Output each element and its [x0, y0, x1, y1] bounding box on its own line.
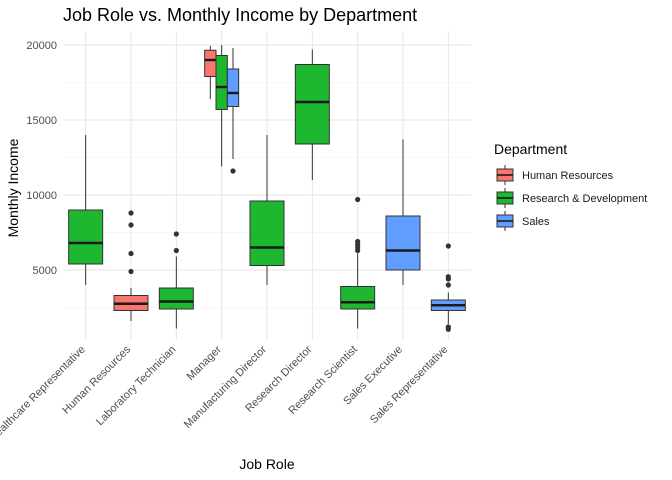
outlier-point — [445, 243, 451, 249]
box-sales-executive-sales — [385, 139, 421, 285]
outlier-point — [128, 222, 134, 228]
x-tick-label-manufacturing-director: Manufacturing Director — [182, 343, 269, 430]
box-iqr — [215, 55, 228, 110]
chart-title: Job Role vs. Monthly Income by Departmen… — [63, 5, 417, 25]
box-manufacturing-director-research-development — [249, 135, 285, 285]
outlier-point — [173, 247, 179, 254]
y-tick-label: 10000 — [26, 190, 57, 202]
box-healthcare-representative-research-development — [68, 135, 104, 285]
box-iqr — [340, 286, 376, 310]
outlier-point — [355, 238, 361, 245]
y-tick-label: 20000 — [26, 40, 57, 52]
legend-items: Human Resources Research & Development Sal… — [496, 165, 647, 231]
box-manager-human-resources — [204, 45, 217, 99]
box-iqr — [226, 68, 240, 107]
x-tick-label-laboratory-technician: Laboratory Technician — [94, 344, 178, 428]
box-manager-sales — [226, 48, 240, 174]
box-human-resources-human-resources — [113, 210, 149, 321]
box-research-director-research-development — [294, 49, 330, 180]
boxes — [68, 45, 466, 332]
outlier-point — [445, 274, 451, 280]
box-iqr — [249, 200, 285, 266]
outlier-point — [128, 210, 134, 216]
y-axis-ticks: 5000 10000 15000 20000 — [26, 40, 57, 277]
legend-item-sales: Sales — [496, 211, 550, 231]
box-iqr — [68, 209, 104, 265]
x-axis-title: Job Role — [239, 456, 294, 472]
outlier-point — [230, 168, 236, 174]
legend-label: Sales — [522, 216, 550, 228]
box-research-scientist-research-development — [340, 196, 376, 329]
x-tick-label-manager: Manager — [185, 343, 224, 382]
box-sales-representative-sales — [430, 243, 466, 332]
outlier-point — [445, 324, 451, 330]
legend-label: Human Resources — [522, 170, 614, 182]
box-iqr — [294, 64, 330, 145]
outlier-point — [128, 268, 134, 275]
outlier-point — [173, 231, 179, 237]
outlier-point — [355, 196, 361, 203]
box-laboratory-technician-research-development — [158, 231, 194, 329]
x-tick-label-sales-representative: Sales Representative — [368, 344, 450, 426]
legend: Department Human Resources Research & Dev… — [494, 141, 647, 231]
legend-label: Research & Development — [522, 193, 647, 205]
legend-item-research-development: Research & Development — [496, 188, 647, 208]
box-iqr — [385, 215, 421, 271]
outlier-point — [445, 282, 451, 288]
box-iqr — [204, 49, 217, 77]
box-manager-research-development — [215, 45, 228, 167]
outlier-point — [128, 250, 134, 257]
y-axis-title: Monthly Income — [5, 138, 21, 237]
box-iqr — [158, 287, 194, 310]
y-tick-label: 5000 — [33, 265, 57, 277]
y-tick-label: 15000 — [26, 115, 57, 127]
legend-title: Department — [494, 141, 567, 157]
legend-item-human-resources: Human Resources — [496, 165, 614, 185]
